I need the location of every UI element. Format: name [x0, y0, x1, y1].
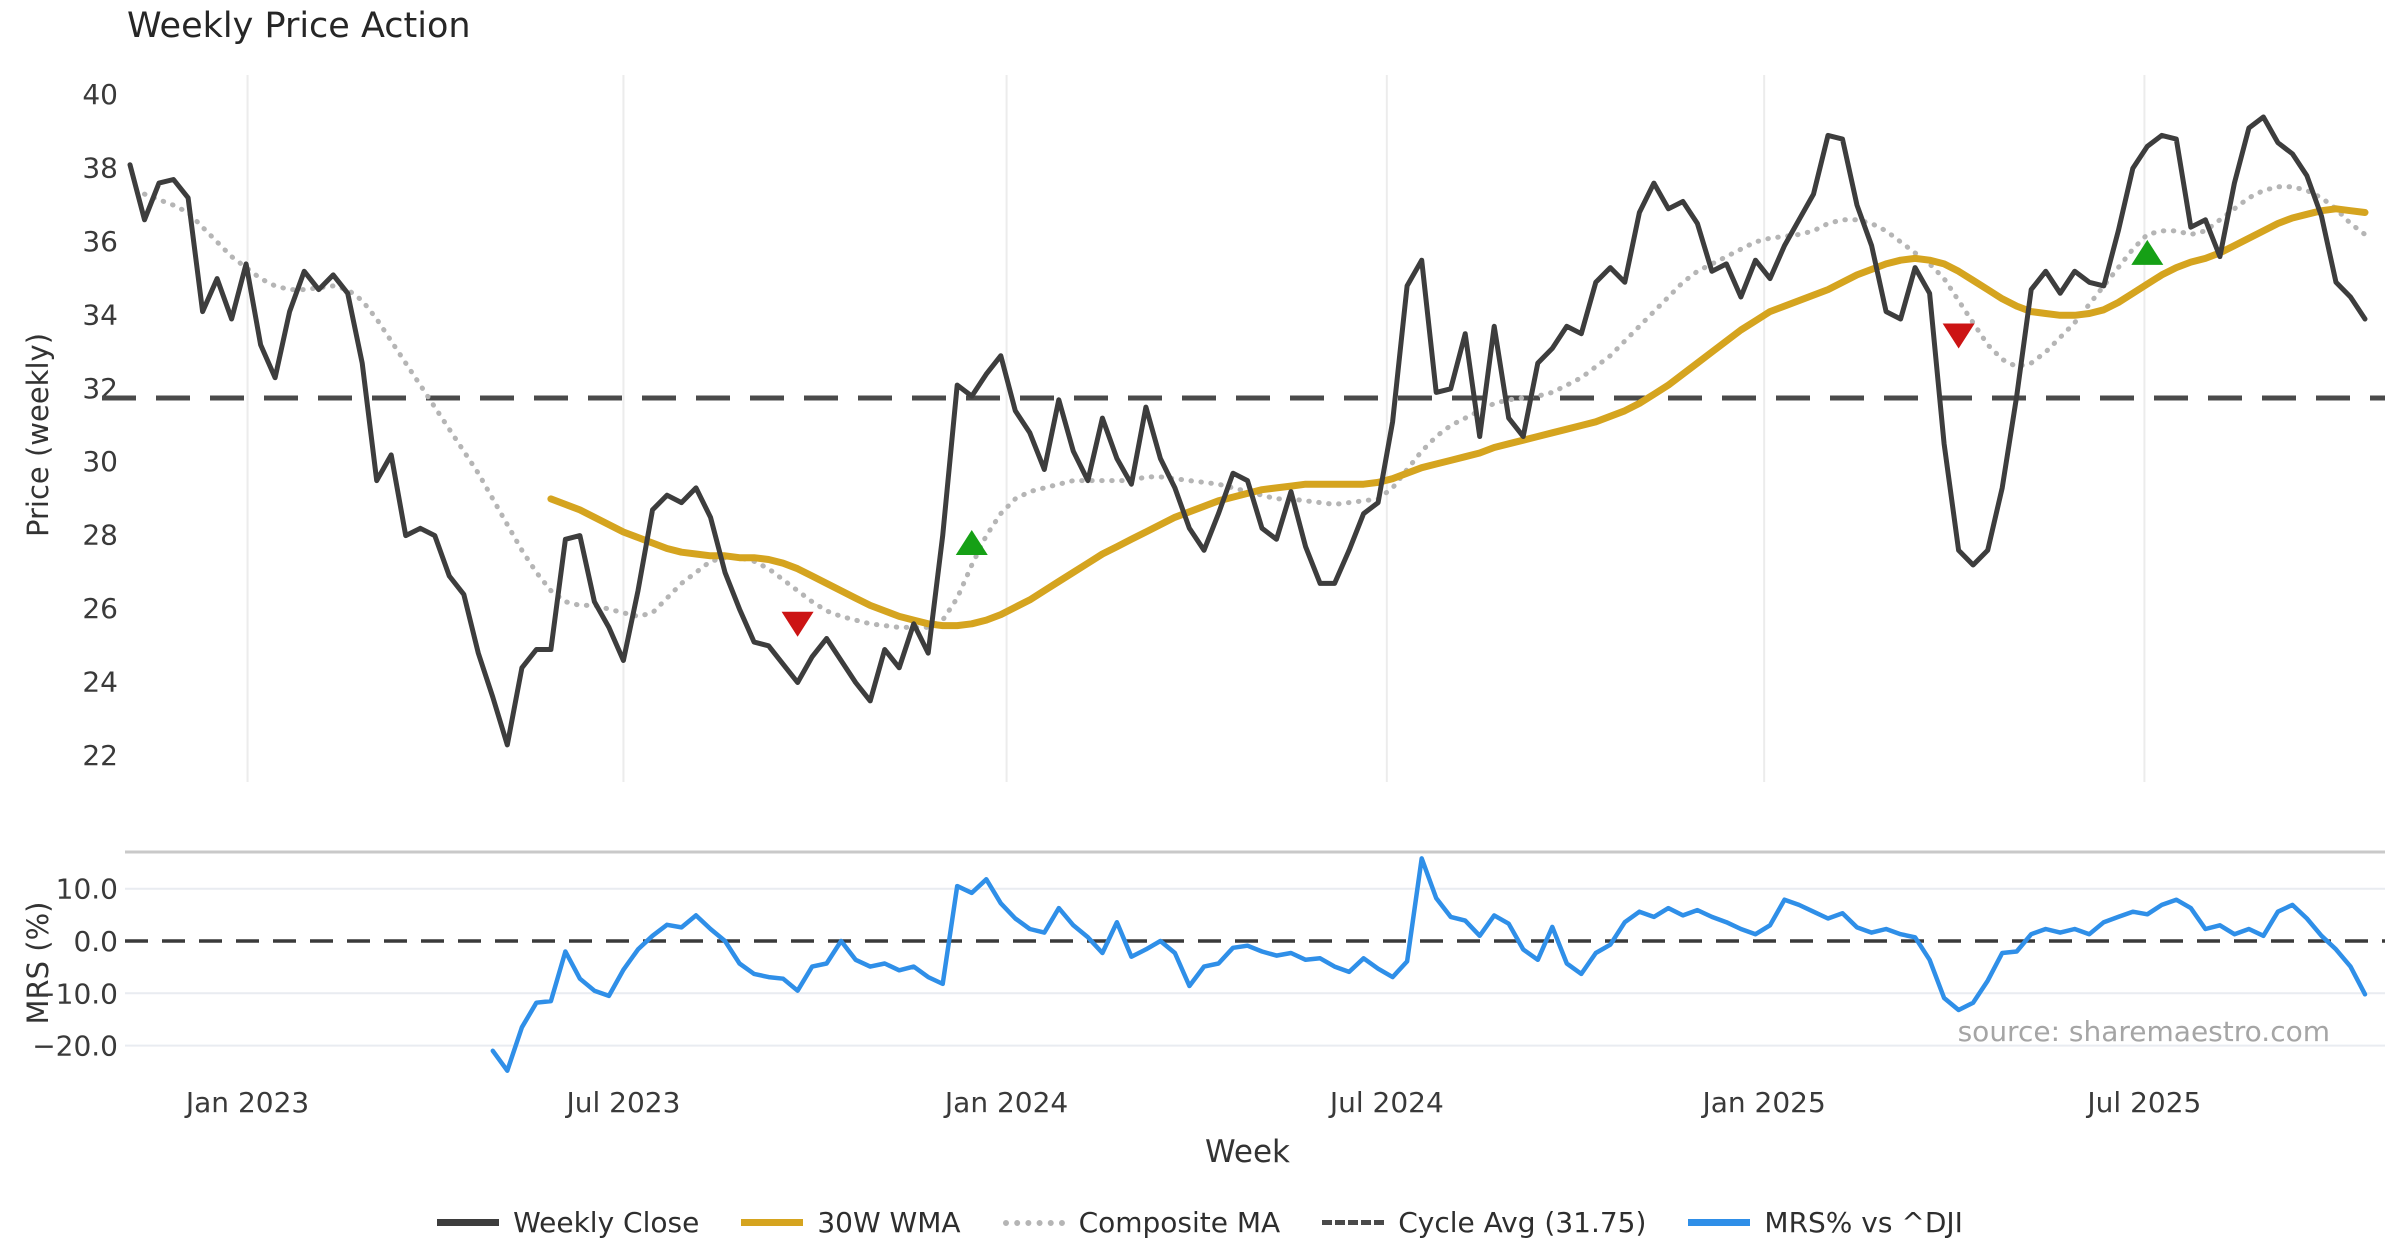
x-tick-jul-2023: Jul 2023	[564, 1086, 680, 1119]
legend-swatch-solid-icon	[741, 1219, 804, 1226]
price-tick-22: 22	[82, 739, 118, 772]
mrs-tick-0: 0.0	[73, 925, 118, 958]
x-tick-jan-2024: Jan 2024	[943, 1086, 1068, 1119]
legend-swatch-solid-icon	[1688, 1219, 1751, 1226]
legend-item-composite-ma: Composite MA	[1002, 1206, 1281, 1239]
x-axis-label: Week	[1205, 1134, 1290, 1170]
series-mrs	[490, 856, 2368, 1073]
price-tick-38: 38	[82, 151, 118, 184]
marker-sell-1-icon	[781, 611, 814, 637]
legend-item-cycle-avg-31-75-: Cycle Avg (31.75)	[1322, 1206, 1646, 1239]
series-30w-wma	[547, 205, 2369, 630]
price-tick-24: 24	[82, 666, 118, 699]
x-tick-jul-2025: Jul 2025	[2085, 1086, 2201, 1119]
legend-label: Composite MA	[1078, 1206, 1281, 1239]
legend-swatch-solid-icon	[437, 1219, 500, 1226]
legend-label: Weekly Close	[513, 1206, 700, 1239]
legend-label: 30W WMA	[817, 1206, 961, 1239]
source-note: source: sharemaestro.com	[1957, 1015, 2330, 1048]
legend-item-weekly-close: Weekly Close	[437, 1206, 699, 1239]
x-tick-jul-2024: Jul 2024	[1328, 1086, 1444, 1119]
price-tick-34: 34	[82, 298, 118, 331]
legend-item-30w-wma: 30W WMA	[741, 1206, 961, 1239]
legend-swatch-dotted-icon	[1002, 1219, 1065, 1226]
price-tick-36: 36	[82, 225, 118, 258]
chart-legend: Weekly Close 30W WMA Composite MA Cycle Avg…	[0, 1206, 2400, 1239]
price-tick-30: 30	[82, 445, 118, 478]
legend-swatch-dashed-icon	[1322, 1220, 1385, 1225]
mrs-tick-10: 10.0	[56, 873, 118, 906]
price-tick-28: 28	[82, 519, 118, 552]
mrs-tick--10: −10.0	[32, 977, 118, 1010]
marker-sell-3-icon	[1942, 323, 1975, 349]
series-composite-ma	[142, 184, 2368, 630]
chart-title: Weekly Price Action	[127, 6, 471, 46]
series-weekly-close	[127, 114, 2368, 748]
mrs-tick--20: −20.0	[32, 1030, 118, 1063]
marker-buy-4-icon	[2131, 239, 2164, 265]
legend-label: MRS% vs ^DJI	[1764, 1206, 1963, 1239]
price-tick-40: 40	[82, 78, 118, 111]
x-tick-jan-2023: Jan 2023	[184, 1086, 309, 1119]
price-tick-26: 26	[82, 592, 118, 625]
marker-buy-2-icon	[955, 529, 988, 555]
x-tick-jan-2025: Jan 2025	[1700, 1086, 1825, 1119]
legend-label: Cycle Avg (31.75)	[1398, 1206, 1647, 1239]
legend-item-mrs-vs-dji: MRS% vs ^DJI	[1688, 1206, 1963, 1239]
